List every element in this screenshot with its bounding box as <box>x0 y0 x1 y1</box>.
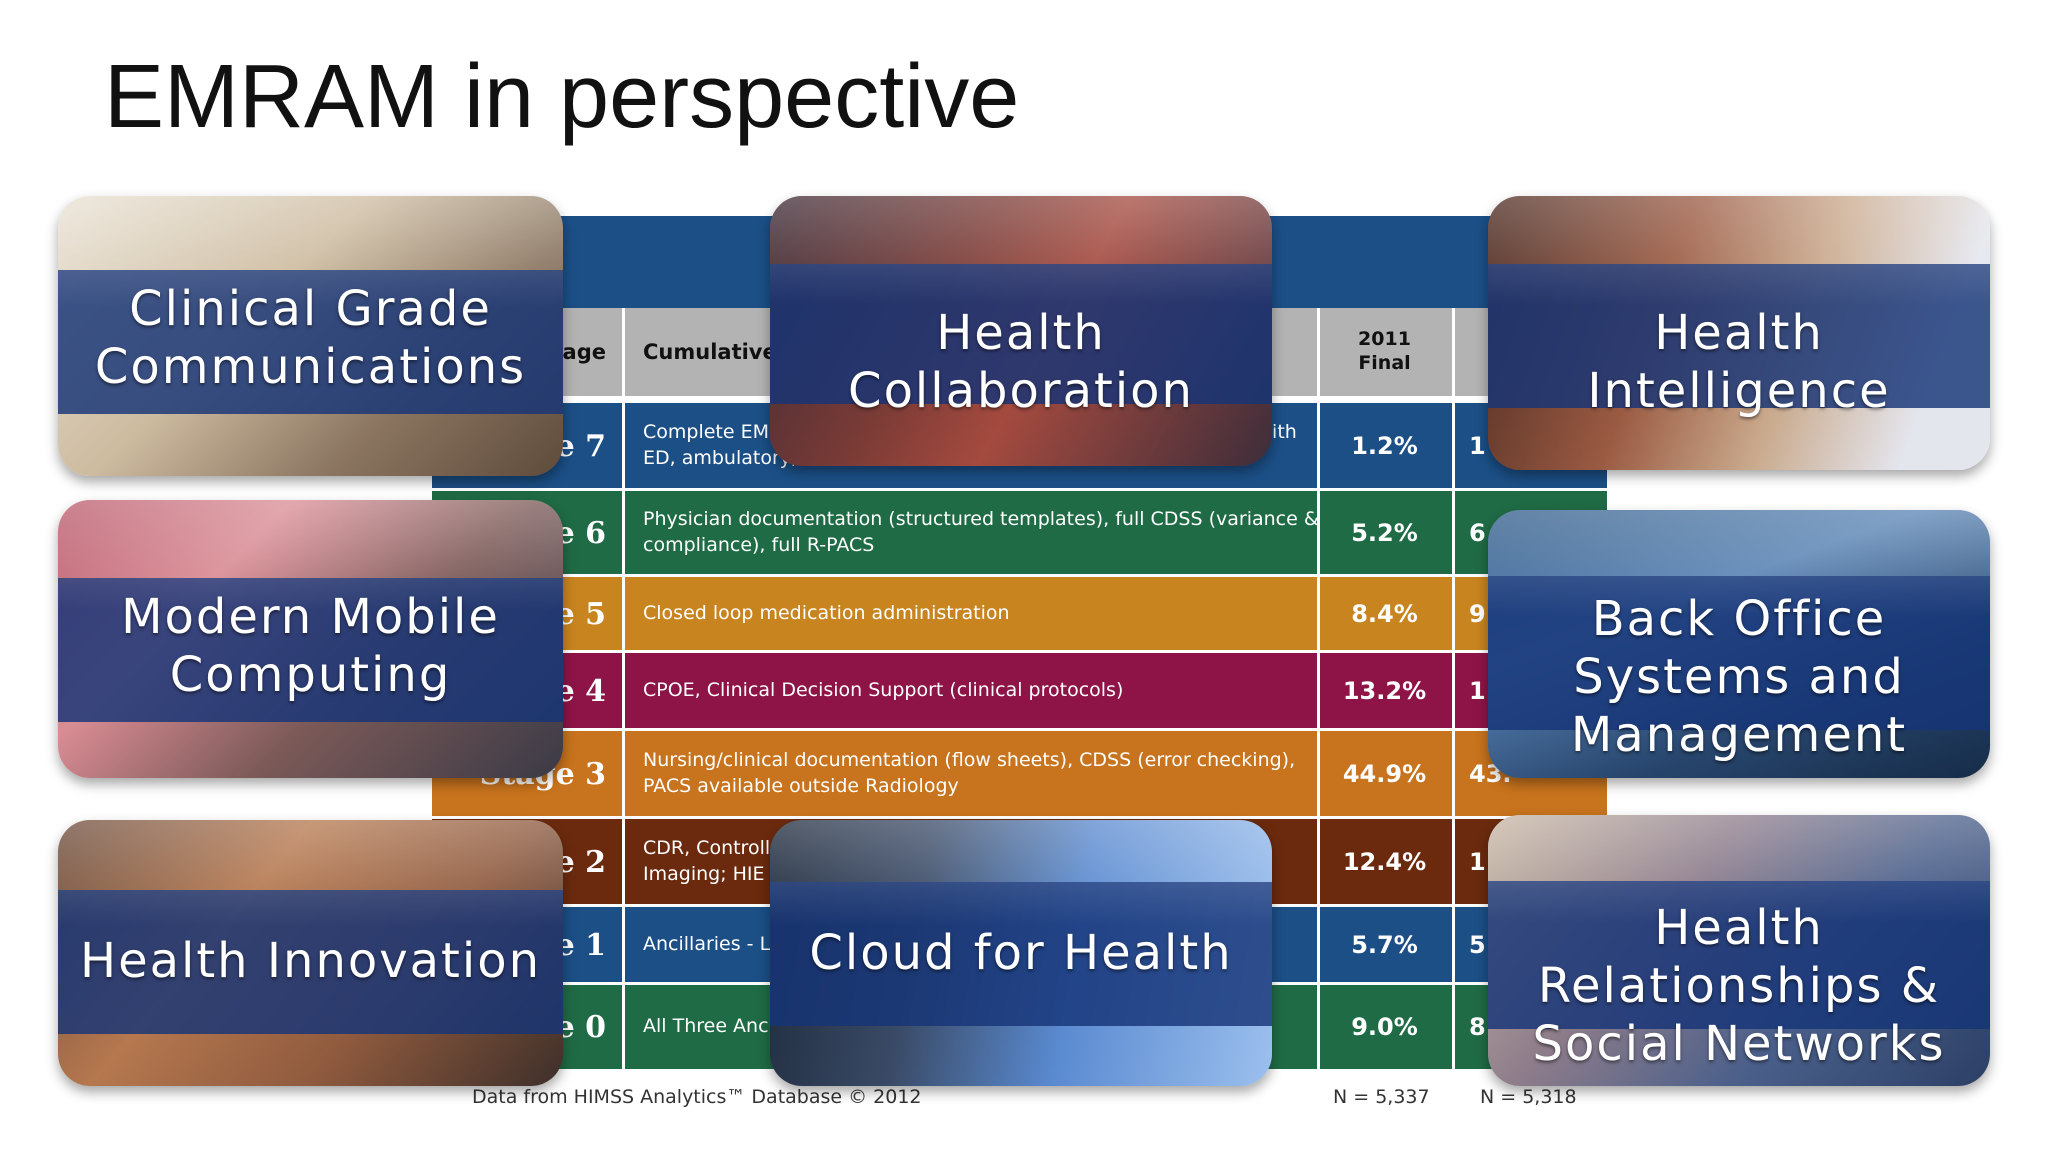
tile-gloss <box>770 196 1272 304</box>
tile-label-line: Health <box>1654 305 1824 361</box>
tile-clinical-grade-communications[interactable]: Clinical Grade Communications <box>58 196 563 476</box>
tile-label-line: Health <box>936 305 1106 361</box>
tile-band <box>770 882 1272 1026</box>
tile-label-line: Back Office <box>1591 591 1887 647</box>
tile-health-intelligence[interactable]: Health Intelligence <box>1488 196 1990 470</box>
cumulative-cell: Nursing/clinical documentation (flow she… <box>622 731 1346 817</box>
cumulative-cell: Closed loop medication administration <box>622 577 1346 651</box>
value-2011-cell: 12.4% <box>1317 819 1449 905</box>
header-2011: 2011 Final <box>1317 308 1449 396</box>
tile-band <box>1488 576 1990 730</box>
slide-title: EMRAM in perspective <box>104 47 1020 147</box>
tile-cloud-for-health[interactable]: Cloud for Health <box>770 820 1272 1086</box>
header-2012 <box>1452 308 1607 396</box>
tile-health-relationships[interactable]: Health Relationships & Social Networks <box>1488 815 1990 1086</box>
tile-label-line: Management <box>1570 707 1908 763</box>
value-2011-cell: 5.2% <box>1317 491 1449 575</box>
tile-label-line: Health Innovation <box>79 933 541 989</box>
tile-label-line: Health <box>1654 900 1824 956</box>
value-2012-cell: 8 <box>1452 985 1607 1069</box>
value-2011-cell: 5.7% <box>1317 907 1449 983</box>
value-2012-cell: 5 <box>1452 907 1607 983</box>
tile-label-line: Intelligence <box>1587 363 1891 419</box>
tile-gloss <box>770 820 1272 927</box>
header-cumulative: Cumulative <box>622 308 1346 396</box>
value-2012-cell: 1 <box>1452 653 1607 729</box>
value-2011-cell: 8.4% <box>1317 577 1449 651</box>
tile-label-line: Cloud for Health <box>809 925 1233 981</box>
tile-label-line: Relationships & <box>1537 958 1941 1014</box>
tile-label-line: Collaboration <box>848 363 1194 419</box>
value-2011-cell: 1.2% <box>1317 403 1449 489</box>
tile-gloss <box>1488 815 1990 924</box>
header-2011-final: Final <box>1358 352 1411 374</box>
value-2012-cell: 6 <box>1452 491 1607 575</box>
tile-label-line: Computing <box>169 647 452 703</box>
value-2012-cell: 9 <box>1452 577 1607 651</box>
tile-gloss <box>58 500 563 612</box>
tile-gloss <box>58 820 563 927</box>
value-2011-cell: 44.9% <box>1317 731 1449 817</box>
tile-band <box>1488 881 1990 1029</box>
tile-back-office-systems[interactable]: Back Office Systems and Management <box>1488 510 1990 778</box>
tile-band <box>770 264 1272 404</box>
table-source-note: Data from HIMSS Analytics™ Database © 20… <box>472 1086 922 1108</box>
tile-band <box>58 270 563 414</box>
value-2012-cell: 1 <box>1452 819 1607 905</box>
tile-label-line: Clinical Grade <box>129 281 492 337</box>
tile-health-innovation[interactable]: Health Innovation <box>58 820 563 1086</box>
tile-label-line: Systems and <box>1573 649 1905 705</box>
tile-label-line: Modern Mobile <box>121 589 500 645</box>
tile-band <box>58 890 563 1034</box>
cumulative-cell: CPOE, Clinical Decision Support (clinica… <box>622 653 1346 729</box>
tile-band <box>58 578 563 722</box>
tile-modern-mobile-computing[interactable]: Modern Mobile Computing <box>58 500 563 778</box>
table-n-2012: N = 5,318 <box>1480 1086 1577 1108</box>
tile-band <box>1488 264 1990 408</box>
value-2011-cell: 13.2% <box>1317 653 1449 729</box>
header-2011-year: 2011 <box>1358 328 1411 351</box>
tile-label-line: Social Networks <box>1532 1016 1946 1072</box>
cumulative-cell: Physician documentation (structured temp… <box>622 491 1346 575</box>
tile-label-line: Communications <box>94 339 527 395</box>
tile-gloss <box>1488 510 1990 618</box>
tile-health-collaboration[interactable]: Health Collaboration <box>770 196 1272 466</box>
value-2012-cell: 1 <box>1452 403 1607 489</box>
tile-gloss <box>1488 196 1990 306</box>
table-n-2011: N = 5,337 <box>1333 1086 1430 1108</box>
value-2011-cell: 9.0% <box>1317 985 1449 1069</box>
tile-gloss <box>58 196 563 308</box>
